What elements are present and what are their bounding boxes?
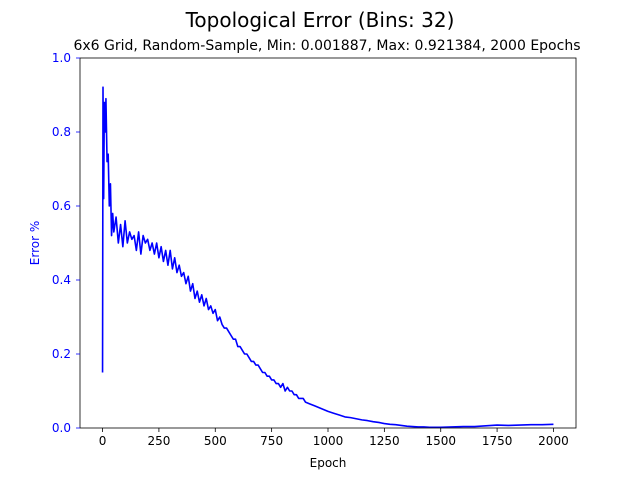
chart-subtitle: 6x6 Grid, Random-Sample, Min: 0.001887, … (73, 38, 580, 54)
x-tick-label: 1750 (482, 434, 513, 448)
x-axis-label: Epoch (310, 456, 347, 470)
y-tick-label: 0.4 (52, 273, 71, 287)
x-tick-label: 500 (204, 434, 227, 448)
y-tick-label: 0.6 (52, 199, 71, 213)
chart-title: Topological Error (Bins: 32) (185, 8, 455, 32)
y-tick-label: 0.8 (52, 125, 71, 139)
x-tick-label: 1500 (425, 434, 456, 448)
x-tick-label: 250 (147, 434, 170, 448)
y-axis-label: Error % (28, 221, 42, 265)
plot-area: 0 250 500 750 1000 1250 1500 1750 2000 0.0 0.2 0.4 0… (52, 51, 577, 448)
y-tick-label: 0.2 (52, 347, 71, 361)
y-tick-label: 0.0 (52, 421, 71, 435)
x-tick-label: 1250 (369, 434, 400, 448)
series-line-0 (101, 86, 554, 429)
x-tick-label: 1000 (313, 434, 344, 448)
y-tick-label: 1.0 (52, 51, 71, 65)
x-tick-label: 0 (99, 434, 107, 448)
x-tick-label: 2000 (538, 434, 569, 448)
x-tick-label: 750 (260, 434, 283, 448)
